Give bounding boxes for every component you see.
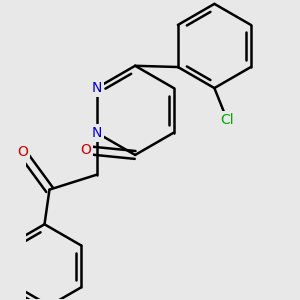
Text: O: O (17, 146, 28, 160)
Text: Cl: Cl (220, 113, 234, 127)
Text: N: N (91, 126, 102, 140)
Text: O: O (80, 143, 91, 157)
Text: N: N (91, 81, 102, 95)
